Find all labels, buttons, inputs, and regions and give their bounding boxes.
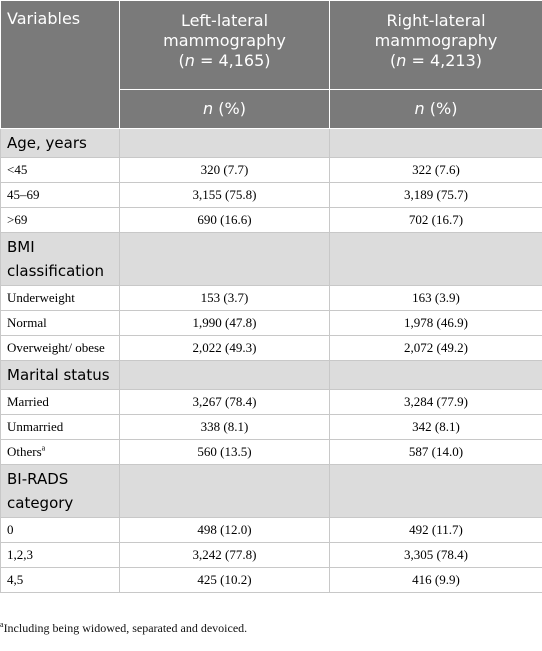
table-row: Othersa 560 (13.5) 587 (14.0) [0, 439, 542, 465]
right-value: 416 (9.9) [329, 567, 542, 593]
row-label-cell: Othersa [0, 439, 120, 465]
left-value: 3,242 (77.8) [119, 542, 330, 568]
row-label: 1,2,3 [0, 542, 120, 568]
section-title: BI-RADS category [0, 464, 120, 518]
right-value: 342 (8.1) [329, 414, 542, 440]
right-n-open: ( [389, 51, 397, 70]
section-row-birads: BI-RADS category [0, 464, 542, 518]
table-row: 0 498 (12.0) 492 (11.7) [0, 517, 542, 543]
section-row-bmi: BMI classification [0, 232, 542, 286]
right-unit-n: n [414, 99, 425, 118]
section-title: BMI classification [0, 232, 120, 286]
table-row: Overweight/ obese 2,022 (49.3) 2,072 (49… [0, 335, 542, 361]
right-value: 492 (11.7) [329, 517, 542, 543]
table-row: >69 690 (16.6) 702 (16.7) [0, 207, 542, 233]
right-lateral-header: Right-lateral mammography (n = 4,213) [329, 0, 542, 90]
left-value: 338 (8.1) [119, 414, 330, 440]
row-label: >69 [0, 207, 120, 233]
table-row: 4,5 425 (10.2) 416 (9.9) [0, 567, 542, 593]
row-label: 0 [0, 517, 120, 543]
row-label: <45 [0, 157, 120, 183]
table-footnote: aIncluding being widowed, separated and … [0, 621, 247, 636]
left-value: 3,155 (75.8) [119, 182, 330, 208]
right-unit-pct: (%) [424, 99, 458, 118]
right-value: 587 (14.0) [329, 439, 542, 465]
left-value: 2,022 (49.3) [119, 335, 330, 361]
right-value: 3,284 (77.9) [329, 389, 542, 415]
section-row-marital: Marital status [0, 360, 542, 390]
left-value: 1,990 (47.8) [119, 310, 330, 336]
right-value: 3,305 (78.4) [329, 542, 542, 568]
left-value: 153 (3.7) [119, 285, 330, 311]
row-label: 45–69 [0, 182, 120, 208]
row-label: Married [0, 389, 120, 415]
row-label: Underweight [0, 285, 120, 311]
right-header-line1: Right-lateral [386, 11, 486, 30]
left-header-line1: Left-lateral [180, 11, 269, 30]
row-label: Others [7, 444, 42, 459]
right-unit-header: n (%) [329, 89, 542, 129]
table-row: Unmarried 338 (8.1) 342 (8.1) [0, 414, 542, 440]
table-row: Married 3,267 (78.4) 3,284 (77.9) [0, 389, 542, 415]
table-row: 1,2,3 3,242 (77.8) 3,305 (78.4) [0, 542, 542, 568]
table-row: Underweight 153 (3.7) 163 (3.9) [0, 285, 542, 311]
right-value: 3,189 (75.7) [329, 182, 542, 208]
left-n-symbol: n [184, 51, 195, 70]
left-value: 498 (12.0) [119, 517, 330, 543]
footnote-marker: a [41, 443, 46, 453]
right-value: 1,978 (46.9) [329, 310, 542, 336]
footnote-text: Including being widowed, separated and d… [3, 621, 248, 635]
section-row-age: Age, years [0, 128, 542, 158]
table-row: 45–69 3,155 (75.8) 3,189 (75.7) [0, 182, 542, 208]
left-unit-pct: (%) [213, 99, 246, 118]
right-value: 2,072 (49.2) [329, 335, 542, 361]
left-value: 690 (16.6) [119, 207, 330, 233]
section-title: Age, years [0, 128, 120, 158]
left-unit-n: n [203, 99, 214, 118]
section-title: Marital status [0, 360, 120, 390]
right-header-line2: mammography [374, 31, 498, 50]
variables-header: Variables [0, 0, 120, 129]
left-value: 425 (10.2) [119, 567, 330, 593]
left-value: 320 (7.7) [119, 157, 330, 183]
right-n-value: = 4,213) [406, 51, 482, 70]
left-lateral-header: Left-lateral mammography (n = 4,165) [119, 0, 330, 90]
left-n-open: ( [178, 51, 185, 70]
table-row: Normal 1,990 (47.8) 1,978 (46.9) [0, 310, 542, 336]
right-value: 322 (7.6) [329, 157, 542, 183]
right-value: 702 (16.7) [329, 207, 542, 233]
left-value: 560 (13.5) [119, 439, 330, 465]
left-value: 3,267 (78.4) [119, 389, 330, 415]
right-n-symbol: n [396, 51, 407, 70]
left-n-value: = 4,165) [194, 51, 271, 70]
footnote-marker: a [0, 620, 4, 629]
table-row: <45 320 (7.7) 322 (7.6) [0, 157, 542, 183]
row-label: Normal [0, 310, 120, 336]
row-label: Overweight/ obese [0, 335, 120, 361]
left-header-line2: mammography [163, 31, 286, 50]
data-table: Variables Left-lateral mammography (n = … [0, 0, 542, 593]
right-value: 163 (3.9) [329, 285, 542, 311]
left-unit-header: n (%) [119, 89, 330, 129]
row-label: Unmarried [0, 414, 120, 440]
row-label: 4,5 [0, 567, 120, 593]
